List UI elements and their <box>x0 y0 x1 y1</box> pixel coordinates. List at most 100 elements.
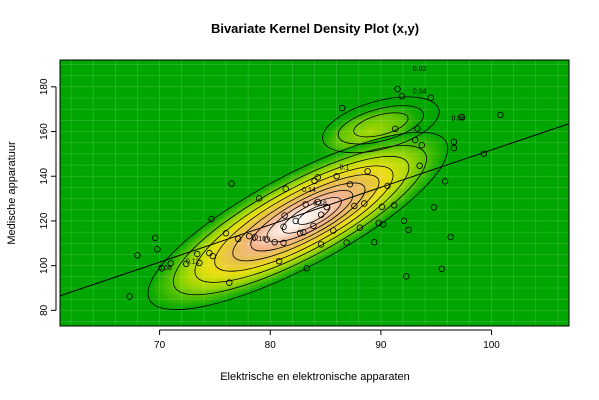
contour-line <box>353 112 409 138</box>
data-point <box>418 141 426 149</box>
data-point <box>458 113 465 121</box>
plot-frame <box>59 59 570 327</box>
data-point <box>414 125 421 132</box>
data-point <box>209 252 216 260</box>
x-axis-label: Elektrische en elektronische apparaten <box>220 371 410 383</box>
contour-level-label: 0.12 <box>186 258 200 265</box>
data-point <box>271 238 278 246</box>
data-point <box>323 203 330 211</box>
data-point <box>134 252 141 259</box>
data-point <box>302 201 309 208</box>
contour-level-label: 0.08 <box>158 265 172 272</box>
data-point <box>330 227 337 234</box>
x-tick-label: 100 <box>483 340 500 351</box>
data-point <box>430 204 438 211</box>
data-point <box>158 265 165 272</box>
data-point <box>346 181 354 188</box>
data-points <box>126 85 504 300</box>
data-point <box>255 195 263 202</box>
contour-line <box>214 165 394 272</box>
data-point <box>351 202 358 210</box>
data-point <box>364 168 371 175</box>
y-axis-label: Medische apparatuur <box>6 141 18 245</box>
data-point <box>371 238 378 246</box>
data-point <box>314 174 322 181</box>
contour-level-label: 0.02 <box>413 66 427 73</box>
data-point <box>126 293 133 300</box>
data-point <box>280 239 287 247</box>
data-point <box>317 211 325 218</box>
data-point <box>400 217 408 224</box>
chart-title: Bivariate Kernel Density Plot (x,y) <box>211 21 419 36</box>
data-point <box>338 104 346 112</box>
data-point <box>194 250 201 258</box>
data-point <box>167 260 174 267</box>
data-point <box>441 178 449 185</box>
data-point <box>427 94 434 101</box>
data-point <box>208 215 215 223</box>
data-point <box>300 229 307 236</box>
data-point <box>378 203 386 211</box>
data-point <box>438 265 445 272</box>
data-point <box>151 234 159 242</box>
data-point <box>384 182 391 190</box>
data-point <box>292 217 299 225</box>
data-point <box>450 144 458 152</box>
contour-line <box>250 182 366 252</box>
y-tick-label: 120 <box>39 212 50 229</box>
y-tick-label: 180 <box>39 78 50 95</box>
y-tick-label: 140 <box>39 167 50 184</box>
data-point <box>222 230 230 237</box>
y-axis: 80 100 120 140 160 180 <box>39 78 57 316</box>
regression-line <box>60 123 569 297</box>
data-point <box>234 235 242 243</box>
data-point <box>497 111 504 119</box>
data-point <box>303 265 310 272</box>
data-point <box>343 239 350 246</box>
data-point <box>280 223 287 230</box>
data-point <box>379 221 387 228</box>
data-point <box>375 219 382 227</box>
data-point <box>314 198 322 206</box>
contour-line <box>322 96 440 154</box>
data-point <box>263 236 271 243</box>
plot-area: 0.020.040.060.080.10.120.140.160.18 <box>60 60 569 326</box>
contour-level-label: 0.04 <box>413 89 427 96</box>
contour-level-label: 0.1 <box>340 165 350 172</box>
data-point <box>398 93 406 100</box>
grid-lines <box>60 60 569 326</box>
density-upper-region <box>310 100 430 163</box>
data-point <box>450 138 458 146</box>
x-tick-label: 80 <box>265 340 277 351</box>
data-point <box>394 85 401 93</box>
regression-line-path <box>60 123 569 297</box>
data-point <box>480 150 487 157</box>
data-point <box>356 224 364 231</box>
y-tick-label: 100 <box>39 257 50 274</box>
data-point <box>390 202 398 209</box>
contour-line <box>147 131 449 311</box>
data-point <box>405 226 412 234</box>
data-point <box>282 185 289 192</box>
data-point <box>228 180 235 187</box>
data-point <box>392 125 399 133</box>
data-point <box>154 246 161 253</box>
x-tick-label: 70 <box>154 340 166 351</box>
data-point <box>196 259 203 267</box>
data-point <box>411 136 419 144</box>
data-point <box>361 200 368 207</box>
contour-level-label: 0.16 <box>252 236 266 243</box>
data-point <box>275 257 283 265</box>
contour-level-label: 0.06 <box>452 115 466 122</box>
data-point <box>403 273 410 280</box>
data-point <box>281 212 288 219</box>
data-point <box>311 177 318 185</box>
data-point <box>226 279 233 286</box>
data-point <box>296 229 304 237</box>
contour-line <box>172 145 427 296</box>
data-point <box>317 241 325 248</box>
contour-line <box>232 174 380 262</box>
contour-line <box>266 190 354 243</box>
data-point <box>251 234 258 241</box>
